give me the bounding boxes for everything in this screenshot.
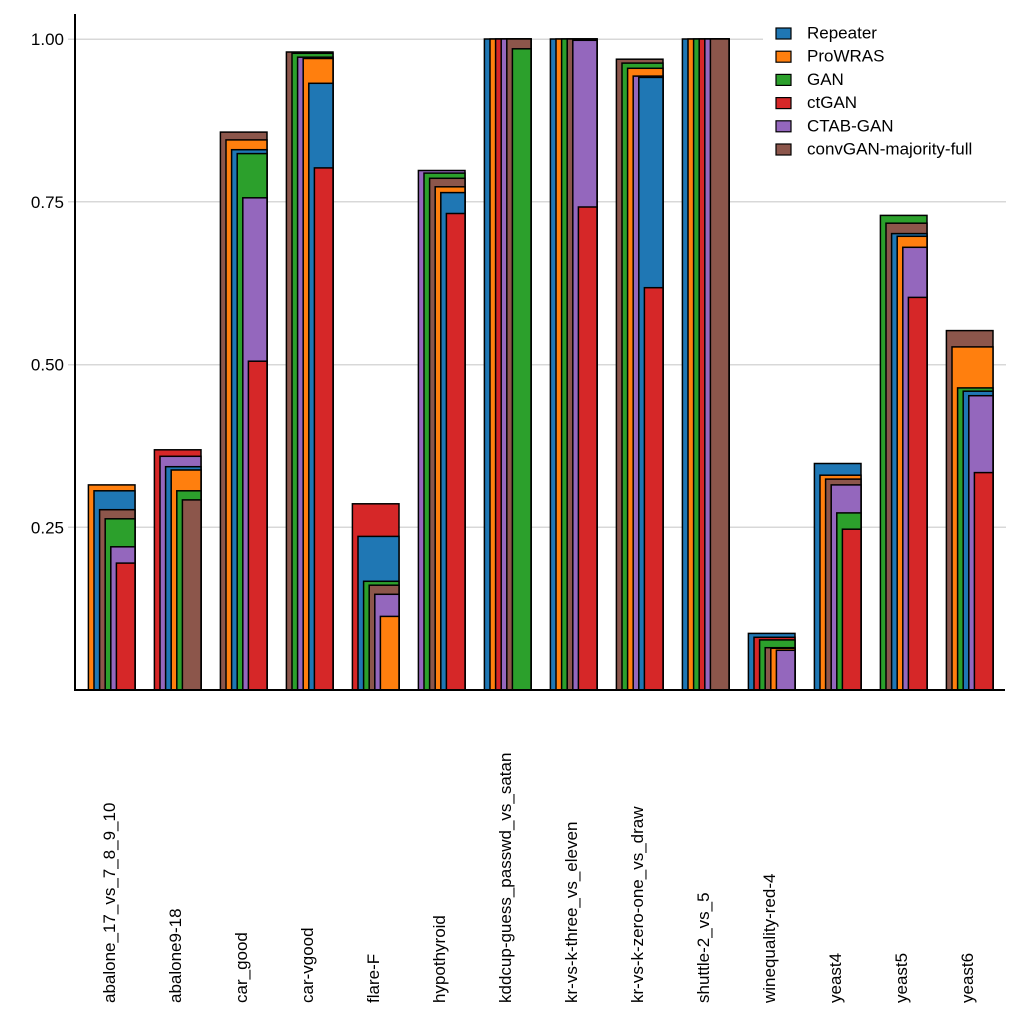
bar-group-car_good — [219, 131, 268, 691]
bar-ctGAN-car_good — [247, 360, 268, 691]
x-axis-label-yeast5: yeast5 — [892, 953, 911, 1003]
y-tick-label-1.00: 1.00 — [31, 30, 64, 49]
x-axis-label-winequality-red-4: winequality-red-4 — [760, 874, 779, 1004]
x-axis-label-car-vgood: car-vgood — [298, 927, 317, 1003]
bar-convGAN-majority-full-shuttle-2_vs_5 — [709, 38, 730, 691]
x-axis-label-hypothyroid: hypothyroid — [430, 915, 449, 1003]
bar-group-hypothyroid — [417, 169, 466, 691]
legend-label: CTAB-GAN — [807, 116, 894, 135]
legend-label: Repeater — [807, 24, 877, 43]
bar-ctGAN-yeast6 — [973, 471, 994, 691]
legend-label: ProWRAS — [807, 47, 884, 66]
x-axis-label-car_good: car_good — [232, 932, 251, 1003]
bar-group-yeast6 — [945, 329, 994, 691]
legend-label: ctGAN — [807, 93, 857, 112]
bar-ProWRAS-flare-F — [379, 615, 400, 691]
legend-swatch-icon — [775, 96, 792, 110]
x-axis-label-kr-vs-k-zero-one_vs_draw: kr-vs-k-zero-one_vs_draw — [628, 806, 647, 1003]
bar-group-yeast5 — [879, 214, 928, 691]
bar-CTAB-GAN-winequality-red-4 — [775, 649, 796, 691]
y-tick-label-0.50: 0.50 — [31, 356, 64, 375]
bar-ctGAN-kr-vs-k-zero-one_vs_draw — [643, 286, 664, 691]
legend-swatch-icon — [775, 143, 792, 156]
y-tick-label-0.75: 0.75 — [31, 193, 64, 212]
legend: Repeater ProWRAS GAN ctGAN CTAB-GAN convGAN-m… — [763, 12, 1024, 164]
bar-ctGAN-hypothyroid — [445, 212, 466, 691]
bar-group-car-vgood — [285, 51, 334, 691]
x-axis-label-kr-vs-k-three_vs_eleven: kr-vs-k-three_vs_eleven — [562, 822, 581, 1003]
bar-group-kr-vs-k-three_vs_eleven — [549, 38, 598, 691]
x-axis-label-yeast6: yeast6 — [958, 953, 977, 1003]
x-axis-label-abalone9-18: abalone9-18 — [166, 908, 185, 1003]
x-axis-label-abalone_17_vs_7_8_9_10: abalone_17_vs_7_8_9_10 — [100, 803, 119, 1003]
legend-item-GAN: GAN — [775, 70, 844, 89]
legend-swatch-icon — [775, 73, 792, 87]
bar-group-abalone_17_vs_7_8_9_10 — [87, 484, 136, 691]
bar-group-kddcup-guess_passwd_vs_satan — [483, 38, 532, 691]
x-axis-label-yeast4: yeast4 — [826, 953, 845, 1003]
legend-item-ctGAN: ctGAN — [775, 93, 857, 112]
bar-convGAN-majority-full-abalone9-18 — [181, 499, 202, 691]
bar-ctGAN-abalone_17_vs_7_8_9_10 — [115, 562, 136, 691]
x-axis-label-flare-F: flare-F — [364, 954, 383, 1003]
bar-group-abalone9-18 — [153, 449, 202, 691]
legend-item-convGAN-majority-full: convGAN-majority-full — [775, 140, 972, 159]
bar-ctGAN-yeast5 — [907, 296, 928, 691]
legend-label: convGAN-majority-full — [807, 140, 972, 159]
x-axis-label-kddcup-guess_passwd_vs_satan: kddcup-guess_passwd_vs_satan — [496, 753, 515, 1003]
legend-item-Repeater: Repeater — [775, 24, 877, 43]
legend-item-CTAB-GAN: CTAB-GAN — [775, 116, 894, 135]
bar-group-shuttle-2_vs_5 — [681, 38, 730, 691]
legend-item-ProWRAS: ProWRAS — [775, 47, 884, 66]
bar-group-kr-vs-k-zero-one_vs_draw — [615, 58, 664, 691]
bar-GAN-kddcup-guess_passwd_vs_satan — [511, 48, 532, 691]
bar-ctGAN-kr-vs-k-three_vs_eleven — [577, 206, 598, 691]
bar-group-flare-F — [351, 503, 400, 691]
legend-label: GAN — [807, 70, 844, 89]
bar-ctGAN-car-vgood — [313, 167, 334, 691]
bar-group-winequality-red-4 — [747, 632, 796, 691]
legend-background — [763, 12, 1024, 164]
legend-swatch-icon — [775, 50, 792, 63]
legend-swatch-icon — [775, 120, 792, 133]
legend-swatch-icon — [775, 27, 792, 40]
y-tick-label-0.25: 0.25 — [31, 518, 64, 537]
bar-group-yeast4 — [813, 462, 862, 691]
x-axis-label-shuttle-2_vs_5: shuttle-2_vs_5 — [694, 892, 713, 1003]
bar-ctGAN-yeast4 — [841, 528, 862, 691]
